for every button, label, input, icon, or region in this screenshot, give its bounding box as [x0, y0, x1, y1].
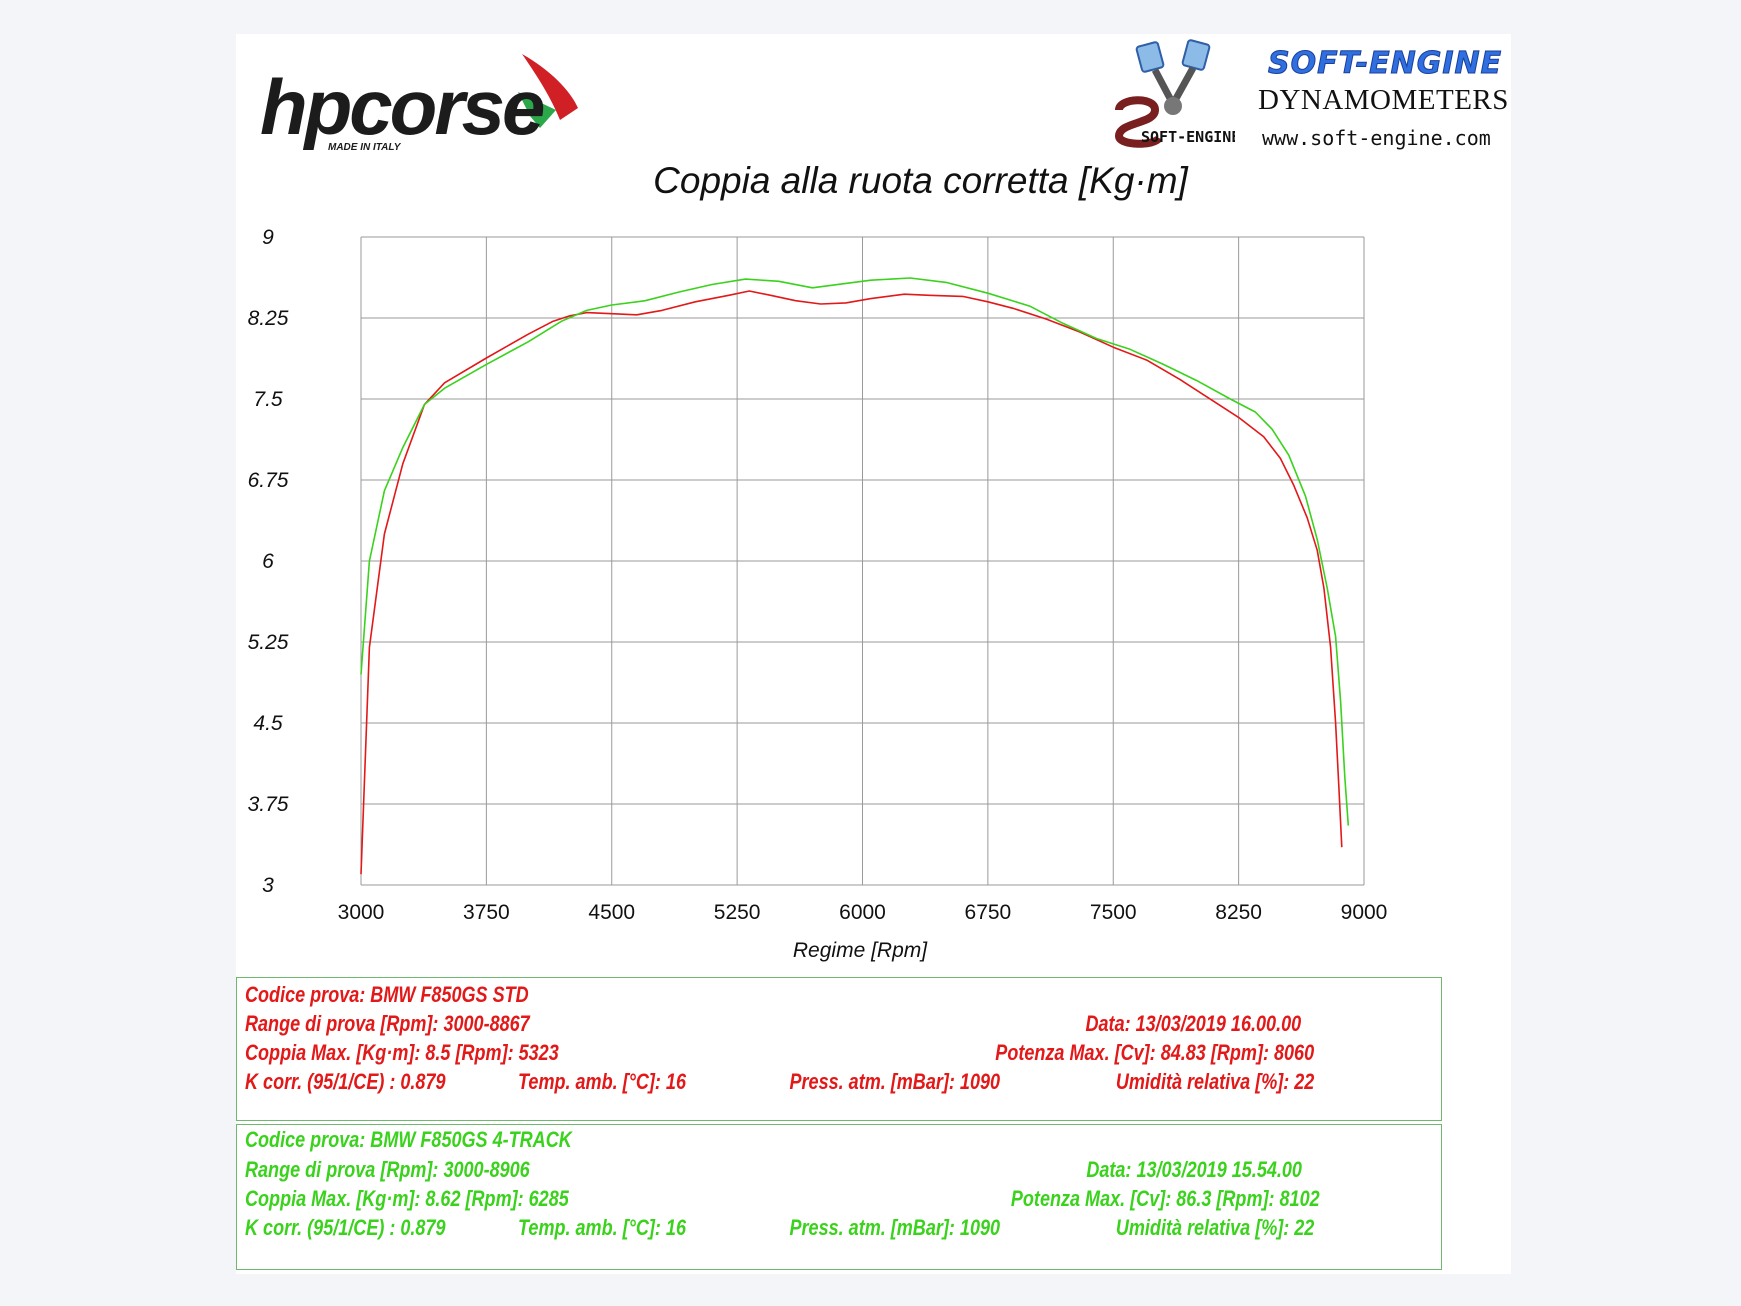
chart-title: Coppia alla ruota corretta [Kg·m] [653, 160, 1188, 201]
piston-icon [1181, 39, 1211, 71]
y-tick-label: 3 [262, 874, 274, 897]
press-atm-4track: Press. atm. [mBar]: 1090 [789, 1215, 1001, 1240]
potenza-max-4track: Potenza Max. [Cv]: 86.3 [Rpm]: 8102 [1010, 1186, 1320, 1211]
x-tick-label: 4500 [588, 901, 635, 924]
k-corr-std: K corr. (95/1/CE) : 0.879 [245, 1069, 446, 1094]
info-box-std: Codice prova: BMW F850GS STD Range di pr… [236, 977, 1442, 1121]
soft-engine-url: www.soft-engine.com [1262, 126, 1491, 150]
info-line-std-4: K corr. (95/1/CE) : 0.879 Temp. amb. [°C… [245, 1069, 1449, 1095]
y-tick-label: 5.25 [248, 631, 289, 654]
y-tick-label: 8.25 [248, 307, 289, 330]
temp-amb-std: Temp. amb. [°C]: 16 [518, 1069, 686, 1094]
range-prova-4track: Range di prova [Rpm]: 3000-8906 [245, 1157, 530, 1182]
y-tick-label: 7.5 [253, 388, 283, 411]
info-line-4t-2: Range di prova [Rpm]: 3000-8906 Data: 13… [245, 1157, 1449, 1183]
hpcorse-wordmark: hpcorse [260, 63, 544, 151]
y-tick-label: 6 [262, 550, 274, 573]
soft-engine-logo-text: SOFT-ENGINE [1141, 128, 1235, 146]
umidita-4track: Umidità relativa [%]: 22 [1115, 1215, 1315, 1240]
hpcorse-tagline: MADE IN ITALY [328, 142, 402, 153]
x-tick-label: 7500 [1090, 901, 1137, 924]
series [360, 277, 1350, 875]
umidita-std: Umidità relativa [%]: 22 [1115, 1069, 1315, 1094]
series-line-std [360, 290, 1343, 875]
soft-engine-logo: SOFT-ENGINE [1115, 39, 1235, 148]
hpcorse-logo: hpcorse MADE IN ITALY [260, 54, 578, 153]
y-tick-label: 6.75 [248, 469, 289, 492]
x-tick-label: 3750 [463, 901, 510, 924]
x-tick-label: 6750 [965, 901, 1012, 924]
y-tick-label: 4.5 [253, 712, 283, 735]
logo-swoosh-green [518, 92, 556, 128]
info-line-4t-4: K corr. (95/1/CE) : 0.879 Temp. amb. [°C… [245, 1215, 1449, 1241]
info-line-std-1: Codice prova: BMW F850GS STD [245, 982, 1449, 1008]
piston-icon [1135, 41, 1165, 73]
x-tick-label: 5250 [714, 901, 761, 924]
tick-labels: 3000 3750 4500 5250 6000 6750 7500 8250 9000 9 8.2… [248, 226, 1388, 924]
crank-icon [1164, 97, 1182, 115]
info-line-std-2: Range di prova [Rpm]: 3000-8867 Data: 13… [245, 1011, 1449, 1037]
x-axis-label: Regime [Rpm] [793, 939, 928, 962]
logo-swoosh-red [522, 54, 578, 120]
report-sheet [236, 34, 1511, 1274]
codice-prova-std: Codice prova: BMW F850GS STD [245, 982, 529, 1007]
data-std: Data: 13/03/2019 16.00.00 [1085, 1011, 1302, 1036]
x-tick-label: 3000 [338, 901, 385, 924]
s-mark-icon [1115, 96, 1163, 148]
x-tick-label: 6000 [839, 901, 886, 924]
codice-prova-4track: Codice prova: BMW F850GS 4-TRACK [245, 1127, 572, 1152]
k-corr-4track: K corr. (95/1/CE) : 0.879 [245, 1215, 446, 1240]
coppia-max-4track: Coppia Max. [Kg·m]: 8.62 [Rpm]: 6285 [245, 1186, 569, 1211]
data-4track: Data: 13/03/2019 15.54.00 [1086, 1157, 1302, 1182]
temp-amb-4track: Temp. amb. [°C]: 16 [518, 1215, 686, 1240]
x-tick-label: 9000 [1341, 901, 1388, 924]
info-line-std-3: Coppia Max. [Kg·m]: 8.5 [Rpm]: 5323 Pote… [245, 1040, 1449, 1066]
torque-chart: 3000 3750 4500 5250 6000 6750 7500 8250 9000 9 8.2… [248, 226, 1388, 962]
grid [360, 236, 1365, 886]
info-line-4t-1: Codice prova: BMW F850GS 4-TRACK [245, 1127, 1449, 1153]
range-prova-std: Range di prova [Rpm]: 3000-8867 [245, 1011, 530, 1036]
info-line-4t-3: Coppia Max. [Kg·m]: 8.62 [Rpm]: 6285 Pot… [245, 1186, 1449, 1212]
soft-engine-name: SOFT-ENGINE [1267, 46, 1503, 82]
potenza-max-std: Potenza Max. [Cv]: 84.83 [Rpm]: 8060 [995, 1040, 1315, 1065]
info-box-4track: Codice prova: BMW F850GS 4-TRACK Range d… [236, 1124, 1442, 1270]
x-tick-label: 8250 [1215, 901, 1262, 924]
series-line-four_track [360, 277, 1350, 826]
y-tick-label: 9 [262, 226, 274, 249]
coppia-max-std: Coppia Max. [Kg·m]: 8.5 [Rpm]: 5323 [245, 1040, 559, 1065]
press-atm-std: Press. atm. [mBar]: 1090 [789, 1069, 1001, 1094]
soft-engine-dynamometers: DYNAMOMETERS [1258, 84, 1509, 116]
y-tick-label: 3.75 [248, 793, 289, 816]
